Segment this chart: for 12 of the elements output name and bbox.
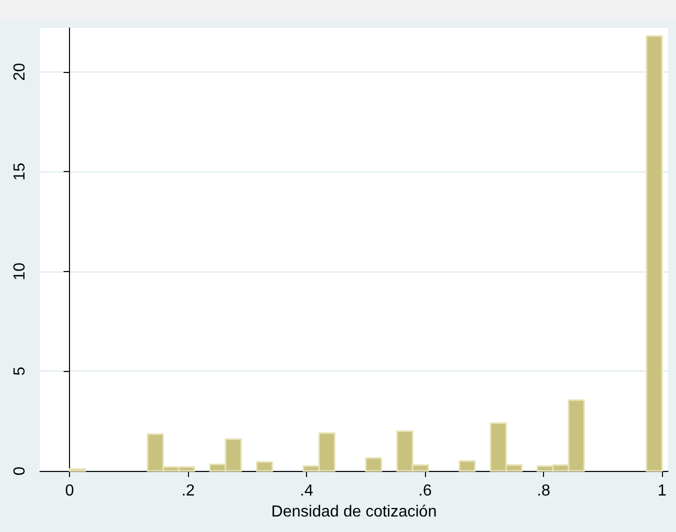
y-tick-label: 5	[12, 366, 28, 376]
y-tick-label: 20	[12, 62, 28, 81]
x-tick-label: 1	[658, 482, 667, 500]
y-tick-label: 15	[12, 162, 28, 181]
x-axis-title: Densidad de cotización	[271, 503, 437, 520]
x-tick-label: .4	[300, 482, 314, 500]
x-tick-label: .6	[418, 482, 432, 500]
x-tick-label: .2	[181, 482, 195, 500]
x-tick-label: .8	[536, 482, 550, 500]
y-tick-label: 0	[12, 466, 28, 476]
y-tick-label: 10	[12, 262, 28, 280]
x-tick-label: 0	[65, 482, 74, 500]
